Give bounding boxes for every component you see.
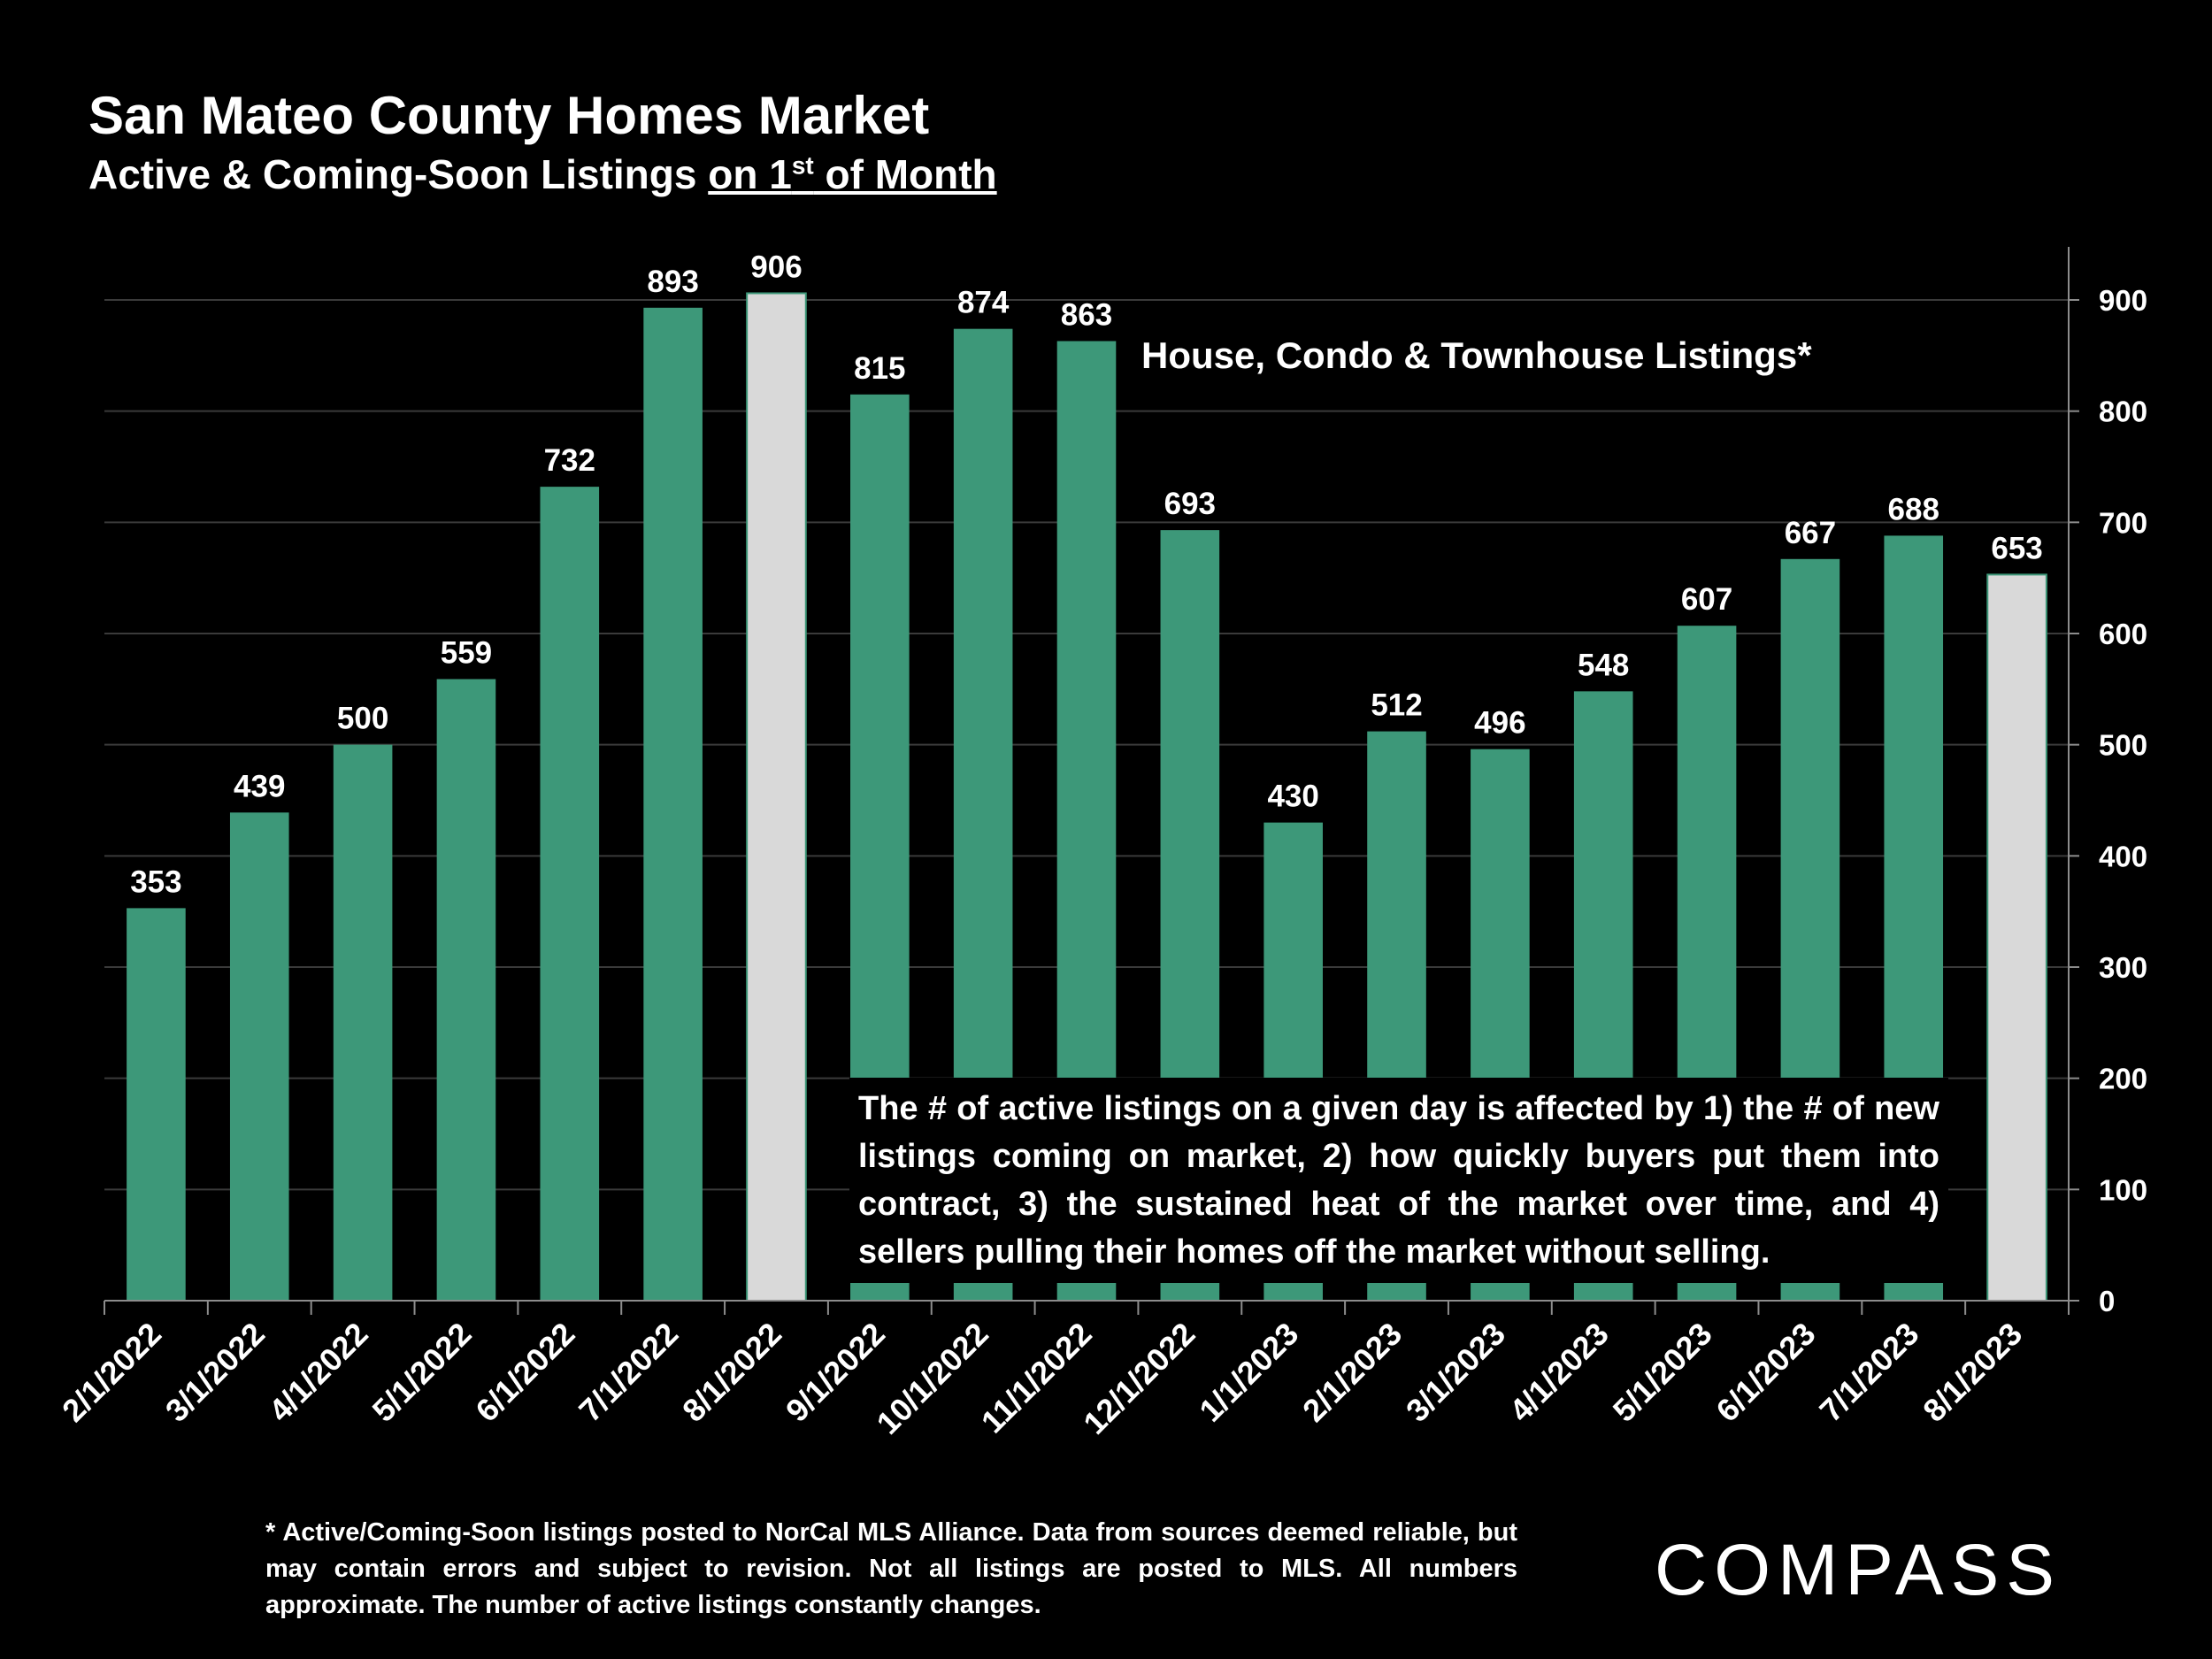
x-tick-label: 11/1/2022 [974,1316,1099,1440]
x-tick-label: 5/1/2022 [365,1316,479,1429]
y-tick-label: 300 [2099,951,2147,984]
chart-title: San Mateo County Homes Market [88,86,930,145]
y-tick-label: 700 [2099,506,2147,539]
data-label: 667 [1785,516,1836,550]
compass-logo: COMPASS [1655,1531,2062,1601]
data-label: 906 [750,250,802,284]
subtitle-prefix: Active & Coming-Soon Listings [88,151,709,197]
y-tick-label: 0 [2099,1285,2115,1317]
data-label: 496 [1474,706,1525,741]
data-label: 512 [1371,688,1422,723]
x-tick-label: 2/1/2023 [1295,1316,1409,1429]
x-tick-label: 3/1/2022 [158,1316,272,1429]
x-tick-label: 10/1/2022 [870,1316,995,1441]
x-tick-label: 7/1/2022 [572,1316,685,1429]
data-label: 430 [1267,780,1318,814]
chart-subtitle: Active & Coming-Soon Listings on 1st of … [88,150,997,198]
data-label: 559 [441,636,492,671]
x-tick-label: 8/1/2022 [675,1316,788,1429]
data-label: 607 [1681,582,1732,617]
x-tick-label: 7/1/2023 [1812,1316,1925,1429]
footnote: * Active/Coming-Soon listings posted to … [265,1518,1517,1619]
x-tick-label: 6/1/2023 [1709,1316,1822,1429]
subtitle-underlined-a: on 1 [708,151,792,197]
subtitle-underlined: on 1st of Month [708,151,996,197]
bar [643,307,703,1302]
compass-logo-text: COMPASS [1655,1531,2062,1601]
data-label: 815 [854,351,905,386]
bar [746,292,807,1302]
data-label: 693 [1164,487,1216,521]
x-tick-label: 6/1/2022 [468,1316,581,1429]
data-label: 500 [337,702,388,736]
subtitle-underlined-b: of Month [813,151,997,197]
data-label: 548 [1578,648,1629,682]
bar [1986,573,2047,1302]
data-label: 732 [544,443,595,478]
bar [127,908,186,1301]
data-label: 874 [957,286,1010,320]
data-label: 863 [1061,297,1112,332]
bar [540,487,600,1301]
y-tick-label: 500 [2099,729,2147,762]
bar [229,812,289,1301]
y-tick-label: 100 [2099,1173,2147,1206]
y-tick-label: 600 [2099,618,2147,650]
x-tick-label: 2/1/2022 [55,1316,168,1429]
bar [436,679,496,1301]
x-tick-label: 4/1/2022 [262,1316,375,1429]
subtitle-superscript: st [791,151,814,180]
data-label: 353 [130,864,181,899]
x-tick-label: 12/1/2022 [1076,1316,1202,1441]
data-label: 688 [1888,492,1939,526]
y-tick-label: 400 [2099,840,2147,872]
series-annotation: House, Condo & Townhouse Listings* [1141,334,1812,376]
y-tick-label: 800 [2099,396,2147,428]
x-tick-label: 1/1/2023 [1192,1316,1305,1429]
x-tick-label: 5/1/2023 [1606,1316,1719,1429]
x-tick-label: 3/1/2023 [1399,1316,1512,1429]
y-tick-label: 200 [2099,1063,2147,1095]
data-label: 653 [1991,531,2042,565]
bar [333,744,393,1301]
explanatory-note: The # of active listings on a given day … [849,1078,1948,1283]
data-label: 439 [234,769,285,803]
x-tick-label: 8/1/2023 [1916,1316,2029,1429]
y-tick-label: 900 [2099,284,2147,317]
x-tick-label: 4/1/2023 [1502,1316,1616,1429]
data-label: 893 [647,265,698,299]
